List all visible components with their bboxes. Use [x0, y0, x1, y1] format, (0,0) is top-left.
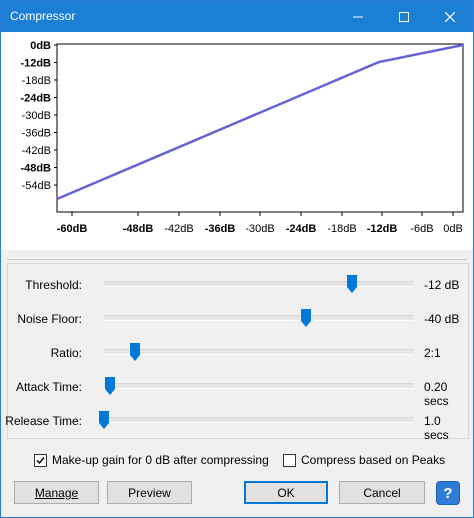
- y-tick-label: -24dB: [20, 93, 51, 105]
- makeup-gain-checkbox-row[interactable]: Make-up gain for 0 dB after compressing: [34, 453, 269, 467]
- graph-frame: [56, 43, 464, 213]
- manage-button-label: Manage: [34, 485, 79, 500]
- preview-button[interactable]: Preview: [107, 481, 192, 504]
- x-tick-label: -48dB: [123, 223, 154, 235]
- x-tick-label: -30dB: [245, 223, 274, 235]
- compression-curve-graph: 0dB -12dB -18dB -24dB -30dB -36dB -42dB -48dB -5…: [20, 40, 464, 235]
- makeup-gain-checkbox[interactable]: [34, 453, 47, 467]
- minimize-button[interactable]: [335, 1, 381, 32]
- x-tick-label: -6dB: [410, 223, 433, 235]
- attack-time-label: Attack Time:: [15, 380, 82, 394]
- maximize-button[interactable]: [381, 1, 427, 32]
- noise-floor-value: -40 dB: [424, 312, 460, 326]
- close-button[interactable]: [427, 1, 473, 32]
- cancel-button-label: Cancel: [363, 485, 401, 500]
- noise-floor-label: Noise Floor:: [17, 312, 82, 326]
- settings-group: Threshold: -12 dB Noise Floor: -40 dB Ra…: [5, 263, 469, 442]
- help-icon: ?: [443, 484, 453, 502]
- ok-button[interactable]: OK: [244, 481, 328, 504]
- y-tick-label: -48dB: [20, 163, 51, 175]
- preview-button-label: Preview: [128, 485, 171, 500]
- compression-curve-line: [56, 43, 464, 201]
- threshold-slider-thumb[interactable]: [347, 275, 357, 293]
- x-tick-label: -24dB: [286, 223, 317, 235]
- ratio-slider[interactable]: [104, 349, 414, 355]
- checkmark-icon: [36, 456, 45, 464]
- close-icon: [445, 11, 455, 22]
- attack-time-slider[interactable]: [104, 383, 414, 389]
- divider: [7, 259, 467, 260]
- ratio-value: 2:1: [424, 346, 441, 360]
- y-tick-label: -42dB: [22, 145, 51, 157]
- x-tick-label: 0dB: [443, 223, 463, 235]
- release-time-slider-thumb[interactable]: [99, 411, 109, 429]
- y-tick-label: -36dB: [22, 128, 51, 140]
- cancel-button[interactable]: Cancel: [339, 481, 425, 504]
- x-tick-label: -60dB: [57, 223, 88, 235]
- attack-time-slider-thumb[interactable]: [105, 377, 116, 395]
- threshold-value: -12 dB: [424, 278, 460, 292]
- ratio-label: Ratio:: [50, 346, 82, 360]
- manage-button[interactable]: Manage: [14, 481, 99, 504]
- maximize-icon: [399, 11, 409, 22]
- attack-time-value: 0.20 secs: [424, 380, 449, 408]
- release-time-value: 1.0 secs: [424, 414, 449, 442]
- y-tick-label: -18dB: [22, 75, 51, 87]
- noise-floor-slider-thumb[interactable]: [300, 309, 311, 327]
- release-time-slider[interactable]: [104, 417, 414, 423]
- compress-peaks-checkbox-row[interactable]: Compress based on Peaks: [283, 453, 445, 467]
- release-time-label: Release Time:: [5, 414, 82, 428]
- title-bar: Compressor: [1, 1, 473, 32]
- help-button[interactable]: ?: [436, 481, 460, 505]
- noise-floor-slider[interactable]: [104, 315, 414, 321]
- y-tick-label: -12dB: [20, 58, 51, 70]
- minimize-icon: [353, 16, 363, 17]
- x-tick-label: -12dB: [367, 223, 398, 235]
- x-tick-label: -36dB: [205, 223, 236, 235]
- compress-peaks-label: Compress based on Peaks: [301, 453, 446, 467]
- ratio-slider-thumb[interactable]: [130, 343, 140, 361]
- ok-button-label: OK: [277, 485, 295, 500]
- compression-curve-panel: 0dB -12dB -18dB -24dB -30dB -36dB -42dB -48dB -5…: [1, 32, 473, 250]
- x-tick-label: -18dB: [327, 223, 356, 235]
- x-tick-label: -42dB: [164, 223, 193, 235]
- threshold-label: Threshold:: [25, 278, 82, 292]
- window-title: Compressor: [10, 9, 76, 23]
- y-tick-label: 0dB: [30, 40, 51, 52]
- y-tick-label: -54dB: [22, 180, 51, 192]
- compress-peaks-checkbox[interactable]: [283, 453, 296, 467]
- threshold-slider[interactable]: [104, 281, 414, 287]
- y-tick-label: -30dB: [22, 110, 51, 122]
- makeup-gain-label: Make-up gain for 0 dB after compressing: [52, 453, 269, 467]
